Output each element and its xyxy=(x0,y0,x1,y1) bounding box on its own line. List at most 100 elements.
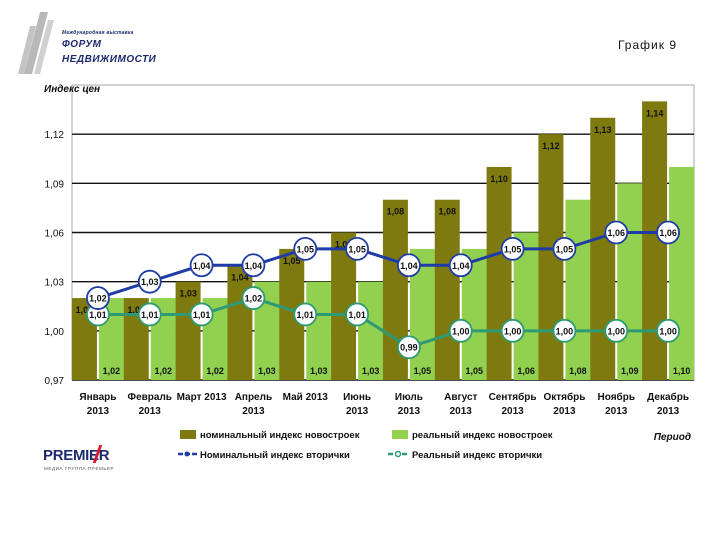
marker-nominal-secondary xyxy=(448,253,473,278)
x-tick-label: Февраль xyxy=(128,392,172,403)
y-axis-label: Индекс цен xyxy=(44,84,100,95)
line-nominal-label: 1,05 xyxy=(296,244,314,254)
line-real-label: 1,00 xyxy=(452,326,470,336)
line-real-label: 1,00 xyxy=(556,326,574,336)
marker-real-secondary xyxy=(345,302,369,327)
x-tick-label: 2013 xyxy=(87,406,110,417)
line-nominal-label: 1,06 xyxy=(659,228,677,238)
x-tick-label: 2013 xyxy=(346,406,369,417)
legend-swatch-nominal-new xyxy=(180,430,196,439)
marker-nominal-secondary xyxy=(604,220,629,245)
marker-nominal-secondary xyxy=(656,220,680,245)
bar-nominal-new xyxy=(434,199,460,380)
bar-nominal-new xyxy=(486,166,512,380)
bar-nominal-new xyxy=(227,265,253,380)
x-tick-label: Июнь xyxy=(343,392,371,403)
premier-logo: PREMIER МЕДИА ГРУППА ПРЕМЬЕР xyxy=(43,445,123,473)
bar-real-label: 1,03 xyxy=(258,366,276,376)
legend-label-nominal-new: номинальный индекс новостроек xyxy=(200,430,360,441)
x-tick-label: 2013 xyxy=(553,406,576,417)
marker-real-secondary xyxy=(604,318,629,343)
marker-nominal-secondary xyxy=(500,236,525,261)
bar-nominal-label: 1,12 xyxy=(542,141,560,151)
line-real-label: 1,00 xyxy=(659,326,677,336)
x-tick-label: 2013 xyxy=(605,406,628,417)
bar-real-label: 1,03 xyxy=(362,366,380,376)
bar-real-label: 1,03 xyxy=(310,366,328,376)
marker-real-secondary xyxy=(293,302,318,327)
x-tick-label: 2013 xyxy=(450,406,473,417)
bar-nominal-label: 1,02 xyxy=(127,305,145,315)
line-real-label: 1,02 xyxy=(245,294,263,304)
bar-nominal-label: 1,08 xyxy=(387,207,405,217)
marker-nominal-secondary xyxy=(552,236,577,261)
bar-nominal-label: 1,05 xyxy=(283,256,301,266)
y-tick-label: 1,09 xyxy=(45,179,65,190)
logo-stripes-icon xyxy=(18,12,54,74)
line-real-label: 1,01 xyxy=(296,310,314,320)
line-nominal-label: 1,03 xyxy=(141,277,159,287)
logo-small-text: Международная выставка xyxy=(62,30,134,36)
bar-real-new xyxy=(617,183,643,380)
y-tick-label: 1,12 xyxy=(45,130,65,141)
legend-marker-nominal-secondary xyxy=(184,451,190,457)
x-tick-label: Август xyxy=(444,392,477,403)
line-nominal-label: 1,05 xyxy=(504,244,522,254)
bar-real-label: 1,02 xyxy=(103,366,121,376)
x-tick-label: 2013 xyxy=(657,406,680,417)
bar-nominal-label: 1,06 xyxy=(335,240,353,250)
marker-nominal-secondary xyxy=(86,286,110,310)
line-real-label: 1,01 xyxy=(193,310,211,320)
logo-line-2: НЕДВИЖИМОСТИ xyxy=(62,54,157,65)
x-tick-label: Декабрь xyxy=(647,391,689,403)
line-real-label: 1,00 xyxy=(607,326,625,336)
line-nominal-label: 1,04 xyxy=(400,261,418,271)
x-tick-label: 2013 xyxy=(242,406,265,417)
page-title: График 9 xyxy=(617,38,677,52)
marker-real-secondary xyxy=(397,335,421,360)
marker-real-secondary xyxy=(500,318,525,343)
premier-logo-tagline: МЕДИА ГРУППА ПРЕМЬЕР xyxy=(44,466,115,471)
marker-real-secondary xyxy=(241,286,266,310)
legend-swatch-real-new xyxy=(392,430,408,439)
bar-real-label: 1,05 xyxy=(414,366,432,376)
legend-label-real-secondary: Реальный индекс вторички xyxy=(412,450,542,461)
x-tick-label: 2013 xyxy=(398,406,421,417)
x-tick-label: Май 2013 xyxy=(283,392,329,403)
x-tick-label: 2013 xyxy=(139,406,162,417)
marker-real-secondary xyxy=(137,302,162,327)
line-nominal-label: 1,04 xyxy=(193,261,211,271)
y-tick-label: 1,03 xyxy=(45,278,65,289)
marker-nominal-secondary xyxy=(137,269,162,294)
x-tick-label: Январь xyxy=(79,392,116,403)
logo-line-1: ФОРУМ xyxy=(62,39,102,50)
line-real-label: 1,01 xyxy=(348,310,366,320)
bar-nominal-new xyxy=(175,281,201,380)
bar-real-new xyxy=(306,281,332,380)
marker-real-secondary xyxy=(448,318,473,343)
line-real-label: 1,01 xyxy=(141,310,159,320)
marker-real-secondary xyxy=(189,302,214,327)
bar-real-new xyxy=(358,281,384,380)
bar-nominal-label: 1,02 xyxy=(76,305,94,315)
line-nominal-label: 1,05 xyxy=(348,244,366,254)
line-real-label: 0,99 xyxy=(400,343,418,353)
bar-real-new xyxy=(565,199,591,380)
y-tick-label: 1,00 xyxy=(45,327,65,338)
bar-nominal-label: 1,08 xyxy=(438,207,456,217)
bar-nominal-label: 1,10 xyxy=(490,174,508,184)
bar-nominal-label: 1,13 xyxy=(594,125,612,135)
bar-real-new xyxy=(669,166,695,380)
bar-real-label: 1,06 xyxy=(517,366,535,376)
x-tick-label: Март 2013 xyxy=(177,392,227,403)
y-tick-label: 1,06 xyxy=(45,229,65,240)
bar-real-label: 1,10 xyxy=(673,366,691,376)
x-tick-label: Июль xyxy=(395,392,423,403)
line-nominal-label: 1,04 xyxy=(245,261,263,271)
x-tick-label: Октябрь xyxy=(543,391,585,403)
marker-nominal-secondary xyxy=(189,253,214,278)
forum-logo: Международная выставка ФОРУМ НЕДВИЖИМОСТ… xyxy=(18,12,156,74)
marker-real-secondary xyxy=(656,318,680,343)
bar-real-label: 1,02 xyxy=(206,366,224,376)
x-tick-label: 2013 xyxy=(501,406,524,417)
